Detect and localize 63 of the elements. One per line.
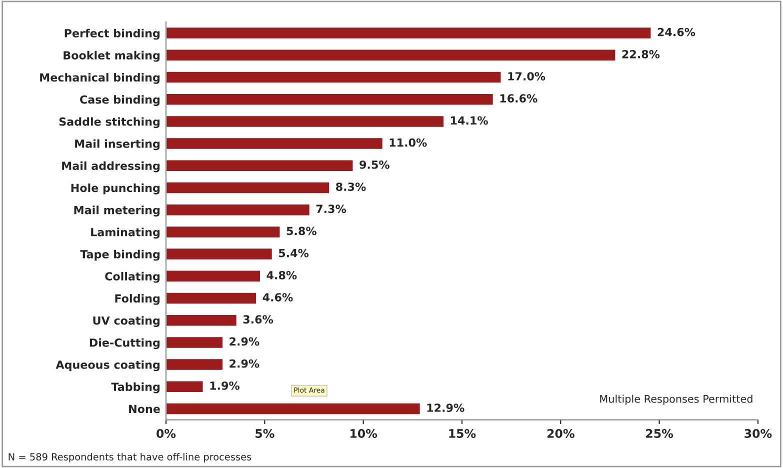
x-tick-label: 15%	[449, 429, 476, 438]
bar	[166, 92, 494, 106]
bar	[166, 269, 262, 283]
bar	[166, 203, 311, 217]
annotation: Multiple Responses Permitted	[600, 394, 752, 405]
y-tick-label: UV coating	[93, 316, 160, 327]
data-label: 7.3%	[316, 204, 346, 214]
x-tick-label: 25%	[646, 429, 674, 438]
y-tick-label: Collating	[105, 272, 160, 283]
data-label: 4.6%	[262, 293, 293, 302]
y-tick-label: Mail inserting	[75, 139, 160, 150]
bar	[166, 402, 422, 416]
y-tick-label: Perfect binding	[64, 28, 160, 40]
bar	[166, 180, 330, 195]
bar	[166, 380, 204, 394]
y-tick-label: Mail addressing	[62, 161, 160, 172]
bar	[166, 48, 617, 62]
x-tick-label: 30%	[744, 429, 772, 438]
data-label: 24.6%	[658, 28, 696, 36]
x-tick-label: 10%	[350, 429, 378, 438]
data-label: 5.4%	[278, 248, 309, 258]
y-tick-label: Mechanical binding	[40, 73, 160, 84]
data-label: 16.6%	[500, 94, 538, 103]
data-label: 12.9%	[427, 404, 464, 412]
bar	[166, 247, 274, 261]
x-tick-label: 20%	[547, 429, 574, 438]
data-label: 8.3%	[336, 182, 366, 191]
bar	[166, 291, 258, 306]
data-label: 11.0%	[390, 138, 427, 147]
data-label: 17.0%	[508, 72, 546, 80]
y-tick-label: Mail metering	[74, 206, 160, 216]
y-tick-label: Hole punching	[71, 184, 160, 194]
y-tick-label: Booklet making	[64, 50, 160, 62]
data-label: 9.5%	[360, 160, 390, 169]
y-tick-label: Folding	[115, 294, 160, 305]
data-label: 3.6%	[243, 315, 274, 324]
y-tick-label: Aqueous coating	[56, 360, 160, 372]
data-label: 4.8%	[266, 270, 297, 280]
data-label: 14.1%	[451, 116, 488, 125]
data-label: 5.8%	[286, 226, 316, 236]
bar	[166, 158, 354, 172]
bar	[166, 26, 652, 40]
x-tick-label: 5%	[256, 429, 274, 438]
y-tick-label: Case binding	[80, 95, 160, 106]
bar	[166, 358, 224, 372]
y-tick-label: Laminating	[91, 228, 160, 239]
y-tick-label: Die-Cutting	[90, 338, 160, 350]
bar	[166, 114, 445, 128]
bar	[166, 336, 224, 350]
x-tick-label: 0%	[156, 429, 176, 438]
data-label: 2.9%	[230, 359, 260, 368]
y-tick-label: Saddle stitching	[59, 117, 160, 128]
data-label: 2.9%	[230, 337, 260, 346]
bar	[166, 136, 384, 150]
bar	[166, 314, 238, 328]
text: N = 589 Respondents that have off-line processes	[8, 452, 252, 462]
data-label: 22.8%	[622, 50, 660, 58]
bar	[166, 225, 282, 239]
bar	[166, 70, 502, 84]
y-tick-label: Tape binding	[80, 250, 160, 261]
data-label: 1.9%	[210, 381, 240, 390]
y-tick-label: None	[129, 404, 160, 414]
y-tick-label: Tabbing	[111, 382, 160, 394]
